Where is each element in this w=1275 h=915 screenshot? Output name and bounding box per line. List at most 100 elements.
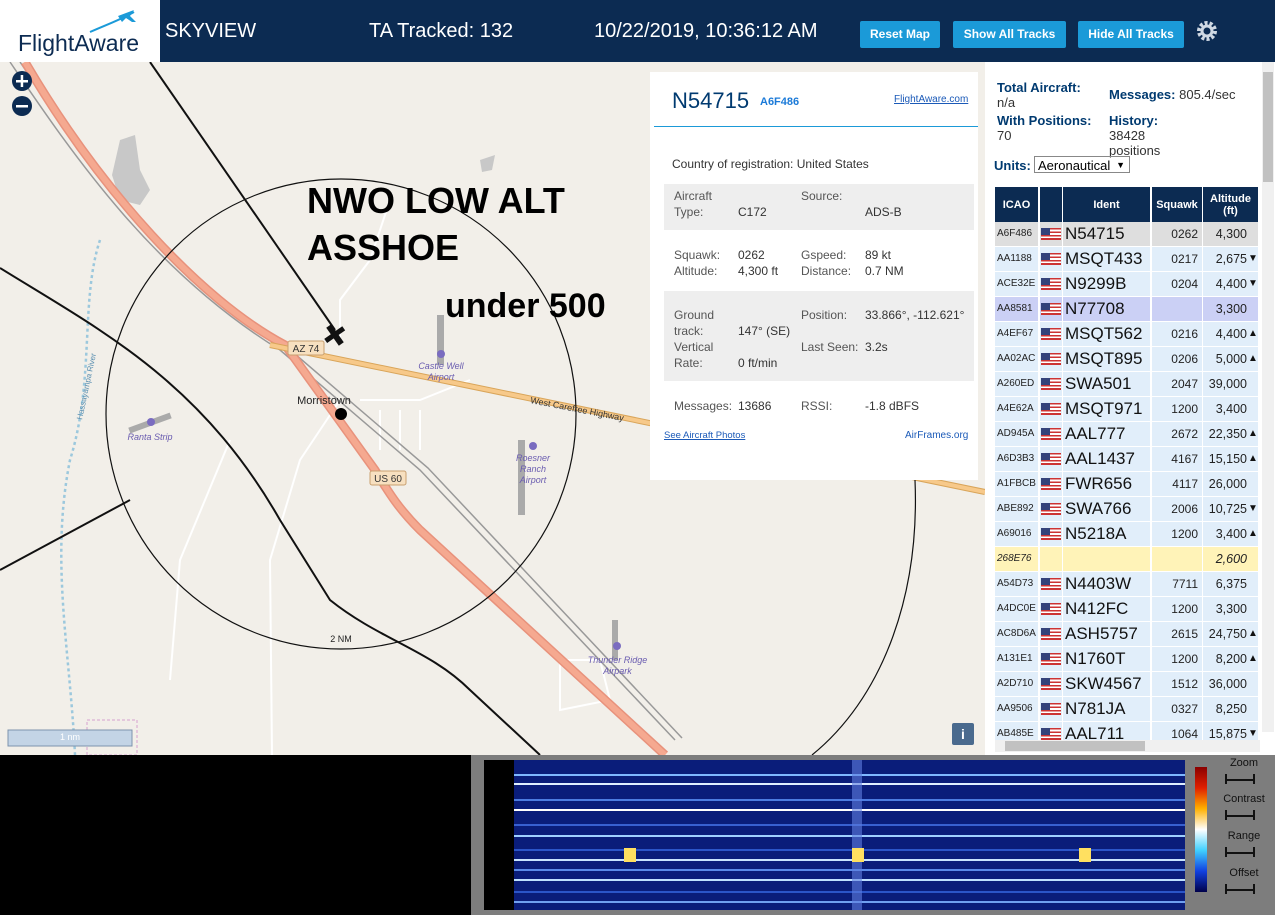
icao-cell: A131E1	[997, 653, 1033, 664]
table-row[interactable]: AA9506 N781JA 0327 8,250	[995, 697, 1260, 721]
altitude-cell: 4,400	[1215, 327, 1247, 341]
icao-cell: A260ED	[997, 378, 1035, 389]
hide-tracks-button[interactable]: Hide All Tracks	[1078, 21, 1184, 48]
table-row[interactable]: AA8581 N77708 3,300	[995, 297, 1260, 321]
table-row[interactable]: 268E76 2,600	[995, 547, 1260, 571]
table-row[interactable]: AA1188 MSQT433 0217 2,675 ▼	[995, 247, 1260, 271]
column-header[interactable]: Ident	[1063, 187, 1150, 222]
table-cell	[995, 297, 1038, 321]
ident-cell: AAL711	[1065, 724, 1125, 742]
range-ring	[105, 178, 577, 650]
airframes-link[interactable]: AirFrames.org	[905, 430, 969, 441]
units-select[interactable]: Aeronautical ▼	[1034, 156, 1130, 173]
field-label: Squawk:	[674, 248, 721, 262]
table-row[interactable]: ACE32E N9299B 0204 4,400 ▼	[995, 272, 1260, 296]
range-ring	[811, 479, 917, 755]
flag-canton	[1041, 503, 1050, 510]
flag-canton	[1041, 478, 1050, 485]
table-cell	[1152, 522, 1202, 546]
table-cell	[1152, 222, 1202, 246]
table-cell	[1063, 472, 1150, 496]
altitude-cell: 3,300	[1215, 302, 1247, 316]
table-row[interactable]: A4EF67 MSQT562 0216 4,400 ▲	[995, 322, 1260, 346]
field-value: 89 kt	[865, 248, 892, 262]
field-label: Aircraft Type:	[674, 189, 713, 219]
table-row[interactable]: ABE892 SWA766 2006 10,725 ▼	[995, 497, 1260, 521]
table-cell	[1063, 372, 1150, 396]
map-label: Thunder Ridge Airpark	[587, 655, 648, 676]
table-cell	[995, 472, 1038, 496]
table-cell	[995, 522, 1038, 546]
table-cell	[1203, 222, 1258, 246]
table-row[interactable]: A6D3B3 AAL1437 4167 15,150 ▲	[995, 447, 1260, 471]
table-row[interactable]: A69016 N5218A 1200 3,400 ▲	[995, 522, 1260, 546]
reset-map-button[interactable]: Reset Map	[860, 21, 940, 48]
field-value: 3.2s	[865, 340, 888, 354]
table-cell	[995, 597, 1038, 621]
show-tracks-button[interactable]: Show All Tracks	[953, 21, 1066, 48]
flag-canton	[1041, 253, 1050, 260]
aircraft-marker[interactable]	[320, 320, 351, 351]
table-row[interactable]: A6F486 N54715 0262 4,300	[995, 222, 1260, 246]
photos-link[interactable]: See Aircraft Photos	[664, 430, 746, 441]
squawk-cell: 1200	[1171, 602, 1198, 616]
table-row[interactable]: A2D710 SKW4567 1512 36,000	[995, 672, 1260, 696]
table-cell	[1063, 297, 1150, 321]
table-cell	[1040, 547, 1062, 571]
table-row[interactable]: A260ED SWA501 2047 39,000	[995, 372, 1260, 396]
table-row[interactable]: A1FBCB FWR656 4117 26,000	[995, 472, 1260, 496]
popup-hex: A6F486	[760, 96, 800, 108]
waterfall-spectrogram	[514, 760, 1185, 910]
trend-arrow: ▼	[1248, 503, 1258, 514]
squawk-cell: 0327	[1171, 702, 1198, 716]
table-cell	[1152, 322, 1202, 346]
squawk-cell: 7711	[1172, 577, 1198, 591]
label: Country of registration:	[672, 157, 794, 171]
flightaware-link[interactable]: FlightAware.com	[894, 94, 969, 105]
table-row[interactable]: AD945A AAL777 2672 22,350 ▲	[995, 422, 1260, 446]
zoom-in[interactable]	[12, 71, 32, 91]
column-header[interactable]: ICAO	[995, 187, 1038, 222]
table-header: ICAO Ident Squawk Altitude (ft)	[995, 187, 1260, 222]
table-row[interactable]: AC8D6A ASH5757 2615 24,750 ▲	[995, 622, 1260, 646]
table-cell	[1203, 672, 1258, 696]
ident-cell: SWA501	[1065, 374, 1132, 393]
table-cell	[995, 247, 1038, 271]
column-header[interactable]: Altitude (ft)	[1203, 187, 1258, 222]
table-row[interactable]: AB485E AAL711 1064 15,875 ▼	[995, 722, 1260, 742]
flag-canton	[1041, 303, 1050, 310]
table-row[interactable]: AA02AC MSQT895 0206 5,000 ▲	[995, 347, 1260, 371]
altitude-cell: 4,300	[1215, 227, 1247, 241]
table-cell	[1203, 322, 1258, 346]
ident-cell: AAL777	[1065, 424, 1126, 443]
table-cell	[995, 447, 1038, 471]
ident-cell: N4403W	[1065, 574, 1132, 593]
table-row[interactable]: A54D73 N4403W 7711 6,375	[995, 572, 1260, 596]
trend-arrow: ▲	[1248, 453, 1258, 464]
table-cell	[1152, 247, 1202, 271]
map-label: Roesner Ranch Airport	[515, 453, 551, 485]
table-row[interactable]: A4E62A MSQT971 1200 3,400	[995, 397, 1260, 421]
column-header[interactable]: Squawk	[1152, 187, 1202, 222]
table-cell	[995, 347, 1038, 371]
control-sliders[interactable]	[1224, 770, 1260, 900]
icao-cell: AD945A	[997, 428, 1035, 439]
table-cell	[1063, 722, 1150, 742]
table-row[interactable]: A131E1 N1760T 1200 8,200 ▲	[995, 647, 1260, 671]
zoom-out[interactable]	[12, 96, 32, 116]
settings-icon[interactable]	[1196, 20, 1218, 42]
scroll-thumb[interactable]	[1263, 72, 1273, 182]
value: United States	[796, 157, 869, 171]
scroll-thumb[interactable]	[1005, 741, 1145, 751]
table-cell	[995, 647, 1038, 671]
table-row[interactable]: A4DC0E N412FC 1200 3,300	[995, 597, 1260, 621]
icao-cell: A4EF67	[997, 328, 1034, 339]
info-button[interactable]	[952, 723, 974, 745]
stat-value: 70	[997, 128, 1012, 143]
ident-cell: ASH5757	[1065, 624, 1138, 643]
table-cell	[995, 622, 1038, 646]
flag-canton	[1041, 653, 1050, 660]
annotation: under 500	[445, 287, 606, 325]
table-cell	[1203, 722, 1258, 742]
table-cell	[995, 422, 1038, 446]
